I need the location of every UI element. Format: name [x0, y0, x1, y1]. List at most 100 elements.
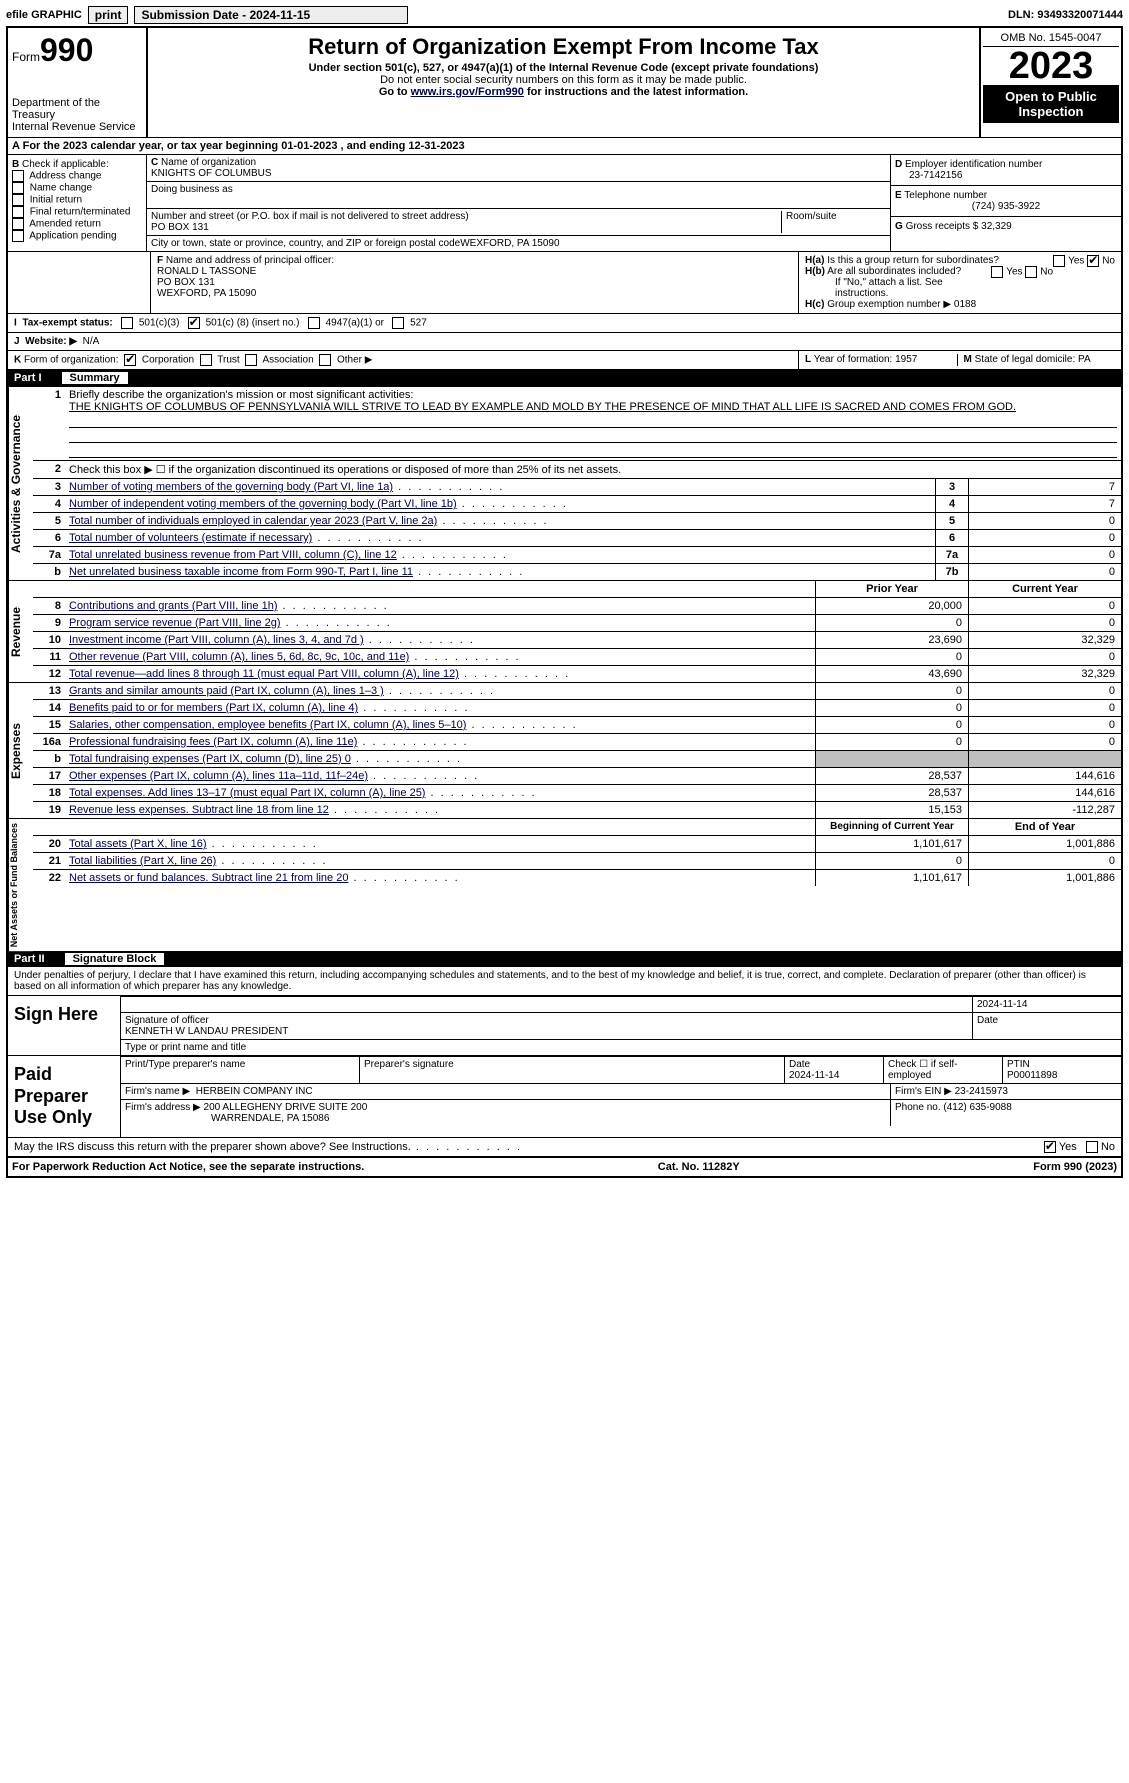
hb-yes-checkbox[interactable]	[991, 266, 1003, 278]
side-label-revenue: Revenue	[8, 581, 33, 682]
current-value: 0	[968, 734, 1121, 750]
prep-date: 2024-11-14	[789, 1070, 839, 1081]
line-link[interactable]: Other revenue (Part VIII, column (A), li…	[69, 651, 409, 663]
prior-value: 0	[815, 615, 968, 631]
part-2-header: Part II Signature Block	[8, 951, 1121, 967]
line-link[interactable]: Total fundraising expenses (Part IX, col…	[69, 753, 351, 765]
line-link[interactable]: Total liabilities (Part X, line 26)	[69, 855, 216, 867]
line-value: 0	[968, 513, 1121, 529]
4947-checkbox[interactable]	[308, 317, 320, 329]
line-link[interactable]: Professional fundraising fees (Part IX, …	[69, 736, 357, 748]
trust-checkbox[interactable]	[200, 354, 212, 366]
header-left: Form990 Department of the Treasury Inter…	[8, 28, 148, 137]
paid-preparer-block: Paid Preparer Use Only Print/Type prepar…	[8, 1055, 1121, 1137]
line-link[interactable]: Total number of volunteers (estimate if …	[69, 532, 312, 544]
footer: For Paperwork Reduction Act Notice, see …	[8, 1156, 1121, 1176]
501c3-checkbox[interactable]	[121, 317, 133, 329]
section-i: I Tax-exempt status: 501(c)(3) 501(c) (8…	[8, 314, 1121, 333]
prior-value: 15,153	[815, 802, 968, 818]
a-line: A For the 2023 calendar year, or tax yea…	[8, 137, 1121, 155]
corp-checkbox[interactable]	[124, 354, 136, 366]
line-link[interactable]: Grants and similar amounts paid (Part IX…	[69, 685, 384, 697]
form-header: Form990 Department of the Treasury Inter…	[8, 28, 1121, 137]
dept-2: Internal Revenue Service	[12, 121, 142, 133]
line-link[interactable]: Total revenue—add lines 8 through 11 (mu…	[69, 668, 459, 680]
current-value: 0	[968, 683, 1121, 699]
line-link[interactable]: Investment income (Part VIII, column (A)…	[69, 634, 364, 646]
b-option-checkbox[interactable]	[12, 218, 24, 230]
sign-here-block: Sign Here 2024-11-14 Signature of office…	[8, 995, 1121, 1055]
org-name: KNIGHTS OF COLUMBUS	[151, 168, 272, 179]
line-link[interactable]: Total number of individuals employed in …	[69, 515, 437, 527]
line-value: 0	[968, 547, 1121, 563]
b-option-checkbox[interactable]	[12, 194, 24, 206]
goto-pre: Go to	[379, 86, 411, 98]
line-link[interactable]: Total expenses. Add lines 13–17 (must eq…	[69, 787, 425, 799]
goto-post: for instructions and the latest informat…	[524, 86, 748, 98]
line-link[interactable]: Contributions and grants (Part VIII, lin…	[69, 600, 278, 612]
discuss-yes-checkbox[interactable]	[1044, 1141, 1056, 1153]
section-k-l-m: K Form of organization: Corporation Trus…	[8, 351, 1121, 370]
hb-no-checkbox[interactable]	[1025, 266, 1037, 278]
line-link[interactable]: Number of voting members of the governin…	[69, 481, 393, 493]
subtitle-2: Do not enter social security numbers on …	[156, 74, 971, 86]
line-link[interactable]: Salaries, other compensation, employee b…	[69, 719, 466, 731]
form-title: Return of Organization Exempt From Incom…	[156, 34, 971, 60]
phone: (724) 935-3922	[895, 201, 1117, 212]
line-value: 0	[968, 530, 1121, 546]
city-state-zip: WEXFORD, PA 15090	[460, 238, 559, 249]
line-link[interactable]: Revenue less expenses. Subtract line 18 …	[69, 804, 329, 816]
print-button[interactable]: print	[88, 6, 129, 24]
officer-signature: KENNETH W LANDAU PRESIDENT	[125, 1026, 288, 1037]
current-value: -112,287	[968, 802, 1121, 818]
ha-yes-checkbox[interactable]	[1053, 255, 1065, 267]
discuss-no-checkbox[interactable]	[1086, 1141, 1098, 1153]
current-value: 144,616	[968, 768, 1121, 784]
other-checkbox[interactable]	[319, 354, 331, 366]
current-value: 0	[968, 717, 1121, 733]
top-bar: efile GRAPHIC print Submission Date - 20…	[6, 6, 1123, 24]
col-bocy: Beginning of Current Year	[815, 819, 968, 835]
firm-addr2: WARRENDALE, PA 15086	[125, 1113, 329, 1124]
prior-value: 0	[815, 649, 968, 665]
b-option-checkbox[interactable]	[12, 230, 24, 242]
form-number: 990	[40, 32, 93, 68]
line-link[interactable]: Number of independent voting members of …	[69, 498, 457, 510]
b-option-checkbox[interactable]	[12, 206, 24, 218]
line-link[interactable]: Net unrelated business taxable income fr…	[69, 566, 413, 578]
ein: 23-7142156	[895, 170, 1117, 181]
form-container: Form990 Department of the Treasury Inter…	[6, 26, 1123, 1178]
group-exemption: 0188	[954, 299, 976, 310]
line-link[interactable]: Total assets (Part X, line 16)	[69, 838, 207, 850]
mission-lines	[69, 413, 1117, 458]
firm-ein: 23-2415973	[955, 1086, 1008, 1097]
assoc-checkbox[interactable]	[245, 354, 257, 366]
col-current-year: Current Year	[968, 581, 1121, 597]
irs-link[interactable]: www.irs.gov/Form990	[411, 86, 524, 98]
box-h: H(a) Is this a group return for subordin…	[798, 252, 1121, 313]
current-value: 32,329	[968, 632, 1121, 648]
ha-no-checkbox[interactable]	[1087, 255, 1099, 267]
tax-year: 2023	[983, 47, 1119, 85]
line-link[interactable]: Other expenses (Part IX, column (A), lin…	[69, 770, 368, 782]
submission-date: Submission Date - 2024-11-15	[134, 6, 408, 24]
b-option-checkbox[interactable]	[12, 170, 24, 182]
subtitle-1: Under section 501(c), 527, or 4947(a)(1)…	[156, 62, 971, 74]
current-value: 0	[968, 615, 1121, 631]
line-link[interactable]: Net assets or fund balances. Subtract li…	[69, 872, 348, 884]
gross-receipts: 32,329	[981, 221, 1012, 232]
street-address: PO BOX 131	[151, 222, 209, 233]
line-link[interactable]: Program service revenue (Part VIII, line…	[69, 617, 281, 629]
b-option-checkbox[interactable]	[12, 182, 24, 194]
col-eoy: End of Year	[968, 819, 1121, 835]
discuss-row: May the IRS discuss this return with the…	[8, 1137, 1121, 1156]
current-value: 144,616	[968, 785, 1121, 801]
line-link[interactable]: Benefits paid to or for members (Part IX…	[69, 702, 358, 714]
prior-value: 0	[815, 683, 968, 699]
527-checkbox[interactable]	[392, 317, 404, 329]
line-link[interactable]: Total unrelated business revenue from Pa…	[69, 549, 397, 561]
prior-value: 20,000	[815, 598, 968, 614]
prior-value: 28,537	[815, 785, 968, 801]
501c-checkbox[interactable]	[188, 317, 200, 329]
officer-name: RONALD L TASSONE	[157, 266, 256, 277]
